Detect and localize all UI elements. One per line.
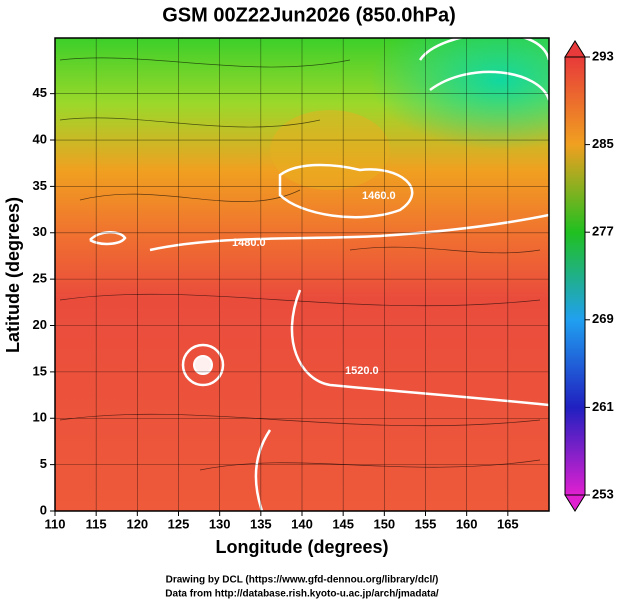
colorbar xyxy=(564,40,586,512)
colorbar-tick-label: 277 xyxy=(592,224,614,239)
x-tick-label: 160 xyxy=(456,516,478,531)
title: GSM 00Z22Jun2026 (850.0hPa) xyxy=(162,4,455,26)
x-tick-label: 150 xyxy=(373,516,395,531)
x-tick-label: 145 xyxy=(332,516,354,531)
colorbar-tick-label: 261 xyxy=(592,399,614,414)
y-tick-label: 15 xyxy=(33,363,47,378)
x-tick-label: 110 xyxy=(45,516,66,531)
y-tick-label: 20 xyxy=(33,317,47,332)
y-axis-label: Latitude (degrees) xyxy=(3,197,23,353)
y-tick-label: 0 xyxy=(40,502,47,517)
x-tick-label: 140 xyxy=(291,516,313,531)
y-tick-label: 45 xyxy=(33,85,47,100)
y-tick-label: 35 xyxy=(33,178,47,193)
y-tick-label: 25 xyxy=(33,271,47,286)
colorbar-tick-label: 269 xyxy=(592,311,614,326)
colorbar-tick-label: 285 xyxy=(592,136,614,151)
y-tick-label: 30 xyxy=(33,224,47,239)
x-tick-label: 115 xyxy=(86,516,107,531)
x-tick-label: 155 xyxy=(415,516,437,531)
field xyxy=(55,38,549,511)
grid xyxy=(54,38,549,512)
footer-line: Data from http://database.rish.kyoto-u.a… xyxy=(165,589,439,600)
colorbar-tick-label: 293 xyxy=(592,48,614,63)
contour-label: 1520.0 xyxy=(345,365,379,377)
footer-line: Drawing by DCL (https://www.gfd-dennou.o… xyxy=(166,575,439,586)
contour-label: 1460.0 xyxy=(362,190,396,202)
x-tick-label: 165 xyxy=(497,516,519,531)
x-tick-label: 130 xyxy=(209,516,231,531)
contour-label: 1480.0 xyxy=(232,237,266,249)
colorbar-tick-label: 253 xyxy=(592,486,614,501)
x-tick-label: 135 xyxy=(250,516,272,531)
y-tick-label: 10 xyxy=(33,410,47,425)
x-axis-label: Longitude (degrees) xyxy=(215,537,388,557)
y-tick-label: 5 xyxy=(40,456,47,471)
y-tick-label: 40 xyxy=(33,131,47,146)
x-tick-label: 125 xyxy=(168,516,190,531)
x-tick-label: 120 xyxy=(126,516,148,531)
